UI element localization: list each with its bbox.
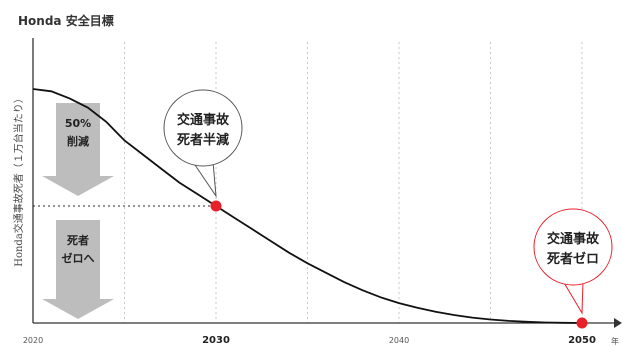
- callout-label: 死者半減: [177, 132, 229, 148]
- callout-label: 交通事故: [177, 112, 230, 128]
- x-axis-arrowhead: [614, 318, 622, 328]
- x-tick-label: 2030: [202, 335, 230, 346]
- series-line: [32, 88, 583, 324]
- x-tick-label: 2050: [568, 335, 596, 346]
- axes: [32, 38, 622, 328]
- arrow-shape: [42, 103, 114, 196]
- callout-mask: [193, 160, 213, 164]
- callout-label: 死者ゼロ: [547, 251, 599, 267]
- callout-mask: [563, 279, 583, 283]
- grid: [33, 42, 583, 323]
- chart-title: Honda 安全目標: [18, 13, 114, 28]
- y-axis-label: Honda交通事故死者（１万台当たり）: [12, 93, 25, 267]
- callout-label: 交通事故: [547, 231, 600, 247]
- callout-pointer: [192, 161, 217, 198]
- callout-circle: [533, 208, 613, 286]
- series: [32, 88, 588, 329]
- callout-circle: [163, 89, 243, 167]
- x-tick-label: 2020: [23, 336, 43, 345]
- callout-pointer: [562, 280, 584, 315]
- arrow-shape: [42, 220, 114, 319]
- arrow-label: 死者: [67, 233, 89, 247]
- data-point-marker: [210, 200, 222, 212]
- data-point-marker: [576, 317, 588, 329]
- arrow-label: 50%: [65, 117, 91, 130]
- arrow-label: 削減: [67, 134, 89, 148]
- reduction-arrow: 50% 削減: [42, 103, 114, 196]
- x-tick-label: 2040: [389, 336, 409, 345]
- x-ticks: 2020 2030 2040 2050: [23, 335, 596, 346]
- arrow-label: ゼロへ: [62, 251, 95, 265]
- x-axis-unit: 年: [611, 336, 619, 346]
